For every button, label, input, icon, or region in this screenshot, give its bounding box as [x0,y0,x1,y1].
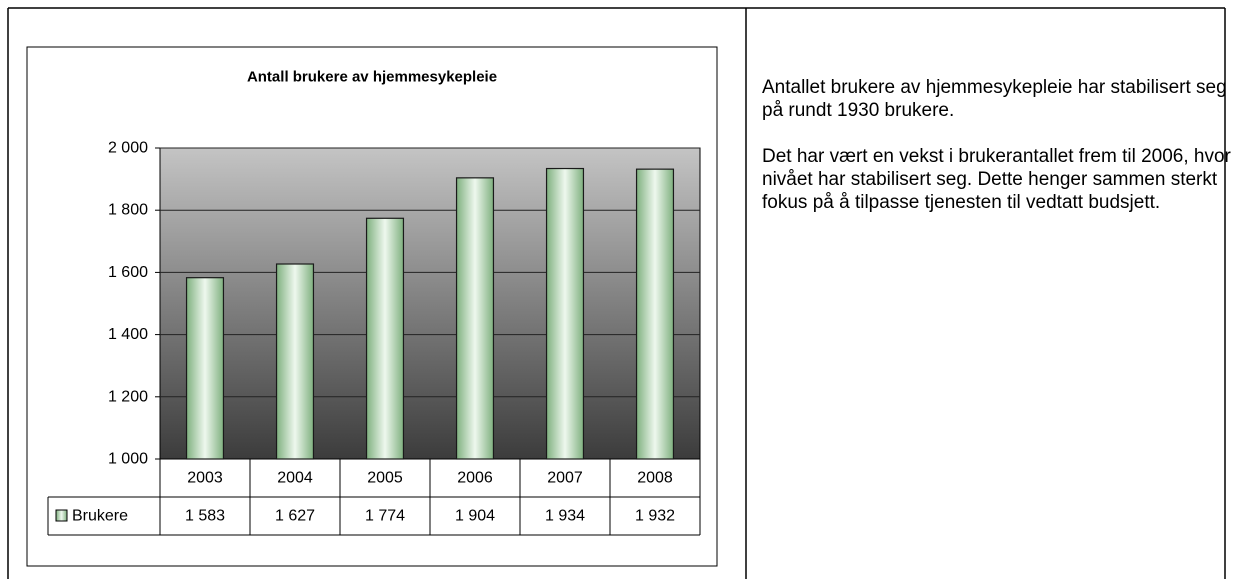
value-label: 1 627 [275,508,315,525]
legend-key [55,509,68,522]
x-tick-label: 2008 [637,470,673,487]
bar [545,167,585,460]
value-label: 1 774 [365,508,405,525]
y-tick-label: 1 000 [108,451,148,468]
x-tick-label: 2005 [367,470,403,487]
table-borders [7,7,1226,579]
x-tick-label: 2004 [277,470,313,487]
y-tick-label: 1 400 [108,326,148,343]
bar [275,263,315,460]
y-tick-label: 1 600 [108,264,148,281]
value-label: 1 583 [185,508,225,525]
bar [365,217,405,460]
x-tick-label: 2006 [457,470,493,487]
value-label: 1 934 [545,508,585,525]
y-tick-label: 2 000 [108,140,148,157]
bar [185,277,225,460]
y-tick-label: 1 200 [108,388,148,405]
x-tick-label: 2007 [547,470,583,487]
value-label: 1 904 [455,508,495,525]
plot-area [159,147,701,460]
x-tick-label: 2003 [187,470,223,487]
y-tick-label: 1 800 [108,202,148,219]
paragraph: Det har vært en vekst i brukerantallet f… [762,146,1231,213]
bar [455,177,495,460]
paragraph: Antallet brukere av hjemmesykepleie har … [762,77,1227,121]
bar [635,168,675,460]
legend-label: Brukere [72,508,128,525]
chart-title: Antall brukere av hjemmesykepleie [247,69,497,86]
value-label: 1 932 [635,508,675,525]
text-block: Antallet brukere av hjemmesykepleie har … [762,76,1232,237]
